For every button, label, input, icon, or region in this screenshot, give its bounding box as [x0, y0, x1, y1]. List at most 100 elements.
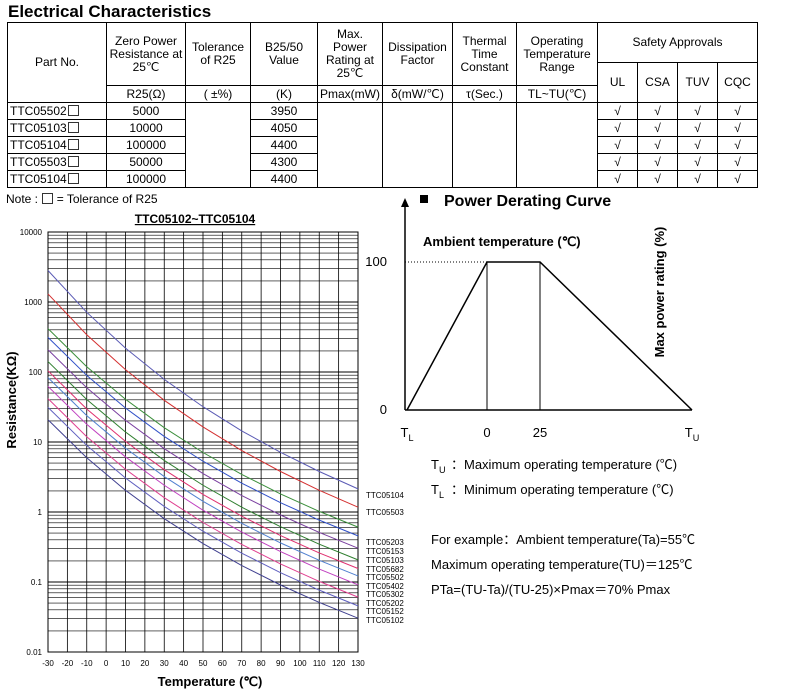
table-row: TTC05503 50000 4300 √ √ √ √	[7, 153, 758, 171]
check-cell: √	[637, 119, 678, 137]
x-tick-label: 0	[104, 659, 109, 668]
header-cell: CSA	[637, 62, 678, 103]
check-cell: √	[677, 119, 718, 137]
series-line	[47, 337, 359, 537]
cell: 100000	[106, 170, 186, 188]
definition-symbol: TU	[431, 457, 446, 475]
blank-cell	[516, 102, 598, 188]
legend-label: TTC05104	[366, 491, 404, 500]
series-line	[47, 370, 359, 569]
header-cell: Tolerance of R25	[185, 22, 251, 86]
definition-text: ：Maximum operating temperature (℃)	[451, 457, 677, 472]
arrow	[401, 198, 409, 207]
check-cell: √	[677, 153, 718, 171]
x-tick-label: -10	[81, 659, 93, 668]
legend-label: TTC05302	[366, 590, 404, 599]
unit-cell: TL~TU(℃)	[516, 85, 598, 103]
series-line	[47, 377, 359, 577]
x-tick-label: 90	[276, 659, 285, 668]
header-cell: Zero Power Resistance at 25℃	[106, 22, 186, 86]
check-cell: √	[717, 136, 758, 154]
unit-cell: ( ±%)	[185, 85, 251, 103]
y-tick-label: 0	[380, 402, 387, 417]
definition-symbol: TL	[431, 482, 444, 500]
y-axis-title: Max power rating (%)	[652, 227, 667, 358]
blank-cell	[317, 102, 383, 188]
header-cell: Safety Approvals	[597, 22, 758, 63]
y-tick-label: 10	[33, 438, 42, 447]
note-label: Note :	[6, 192, 39, 206]
x-tick-label: 40	[179, 659, 188, 668]
title-bullet	[420, 195, 428, 203]
box-icon	[67, 156, 79, 167]
y-tick-label: 0.1	[31, 578, 43, 587]
x-tick-label: 50	[199, 659, 208, 668]
x-tick-label: 100	[293, 659, 307, 668]
check-cell: √	[597, 136, 638, 154]
unit-cell: R25(Ω)	[106, 85, 186, 103]
legend-label: TTC05202	[366, 599, 404, 608]
check-cell: √	[637, 136, 678, 154]
cell: 4400	[250, 170, 318, 188]
series-line	[47, 385, 359, 586]
unit-cell: Pmax(mW)	[317, 85, 383, 103]
series-line	[47, 349, 359, 549]
subtitle: Ambient temperature (℃)	[423, 234, 581, 249]
check-cell: √	[597, 102, 638, 120]
header-cell: UL	[597, 62, 638, 103]
cell: 5000	[106, 102, 186, 120]
spec-table: Part No. Zero Power Resistance at 25℃ Tole…	[7, 22, 758, 188]
legend-label: TTC05402	[366, 582, 404, 591]
check-cell: √	[717, 119, 758, 137]
header-cell: Dissipation Factor	[382, 22, 453, 86]
chart-title: TTC05102~TTC05104	[135, 212, 256, 226]
y-tick-label: 1	[38, 508, 43, 517]
cell: 3950	[250, 102, 318, 120]
series-line	[47, 270, 359, 490]
chart-title: Power Derating Curve	[444, 193, 611, 210]
page-title: Electrical Characteristics	[8, 2, 212, 21]
legend-label: TTC05152	[366, 607, 404, 616]
blank-cell	[452, 102, 517, 188]
check-cell: √	[597, 119, 638, 137]
legend-label: TTC05502	[366, 573, 404, 582]
series-line	[47, 407, 359, 607]
box-icon	[42, 193, 54, 204]
header-cell: Part No.	[7, 22, 107, 103]
check-cell: √	[597, 170, 638, 188]
cell: 4050	[250, 119, 318, 137]
part-cell: TTC05104	[7, 136, 107, 154]
x-tick-label: TL	[400, 425, 413, 443]
series-line	[47, 398, 359, 598]
header-cell: TUV	[677, 62, 718, 103]
box-icon	[67, 122, 79, 133]
x-tick-label: 25	[533, 425, 547, 440]
cell: 50000	[106, 153, 186, 171]
table-row: TTC05502 5000 3950 √ √ √ √	[7, 102, 758, 188]
header-cell: CQC	[717, 62, 758, 103]
legend-label: TTC05503	[366, 508, 404, 517]
series-line	[47, 419, 359, 619]
check-cell: √	[677, 170, 718, 188]
cell: 10000	[106, 119, 186, 137]
x-tick-label: -20	[62, 659, 74, 668]
table-row: TTC05104 100000 4400 √ √ √ √	[7, 136, 758, 154]
cell: 4300	[250, 153, 318, 171]
legend-label: TTC05102	[366, 616, 404, 625]
cell: 4400	[250, 136, 318, 154]
series-line	[47, 328, 359, 528]
y-tick-label: 1000	[24, 298, 42, 307]
x-tick-label: 60	[218, 659, 227, 668]
blank-cell	[382, 102, 453, 188]
series-line	[47, 293, 359, 508]
header-cell: Max. Power Rating at 25℃	[317, 22, 383, 86]
example-line: Maximum operating temperature(TU)＝125℃	[431, 557, 693, 572]
note-text: = Tolerance of R25	[56, 192, 158, 206]
header-cell: B25/50 Value	[250, 22, 318, 86]
check-cell: √	[717, 102, 758, 120]
y-tick-label: 100	[365, 254, 387, 269]
x-tick-label: 30	[160, 659, 169, 668]
legend-label: TTC05103	[366, 556, 404, 565]
unit-cell: δ(mW/℃)	[382, 85, 453, 103]
y-tick-label: 100	[29, 368, 43, 377]
